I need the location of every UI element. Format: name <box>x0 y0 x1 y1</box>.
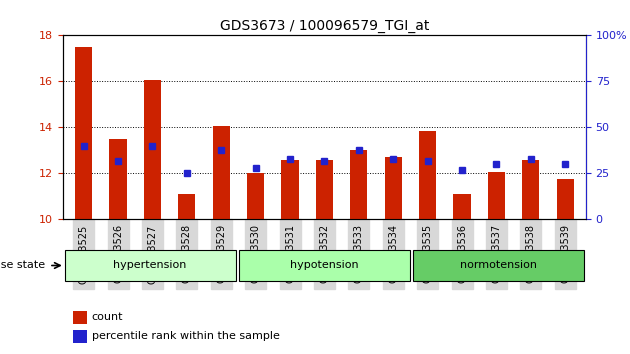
Bar <box>110 139 127 219</box>
Bar <box>75 47 92 219</box>
Text: disease state: disease state <box>0 261 45 270</box>
Text: hypotension: hypotension <box>290 261 358 270</box>
FancyBboxPatch shape <box>65 250 236 281</box>
Title: GDS3673 / 100096579_TGI_at: GDS3673 / 100096579_TGI_at <box>220 19 429 33</box>
Bar <box>454 194 471 219</box>
Bar <box>74 311 86 324</box>
Bar <box>282 160 299 219</box>
Bar <box>557 179 574 219</box>
Bar <box>213 126 230 219</box>
Bar <box>178 194 195 219</box>
Text: count: count <box>92 312 123 322</box>
Bar <box>419 131 436 219</box>
Text: percentile rank within the sample: percentile rank within the sample <box>92 331 280 341</box>
FancyBboxPatch shape <box>239 250 410 281</box>
Bar <box>144 80 161 219</box>
FancyBboxPatch shape <box>413 250 584 281</box>
Bar <box>350 150 367 219</box>
Bar <box>316 160 333 219</box>
Bar <box>247 173 264 219</box>
Text: normotension: normotension <box>461 261 537 270</box>
Text: hypertension: hypertension <box>113 261 187 270</box>
Bar <box>522 160 539 219</box>
Bar <box>74 330 86 343</box>
Bar <box>488 172 505 219</box>
Bar <box>385 157 402 219</box>
